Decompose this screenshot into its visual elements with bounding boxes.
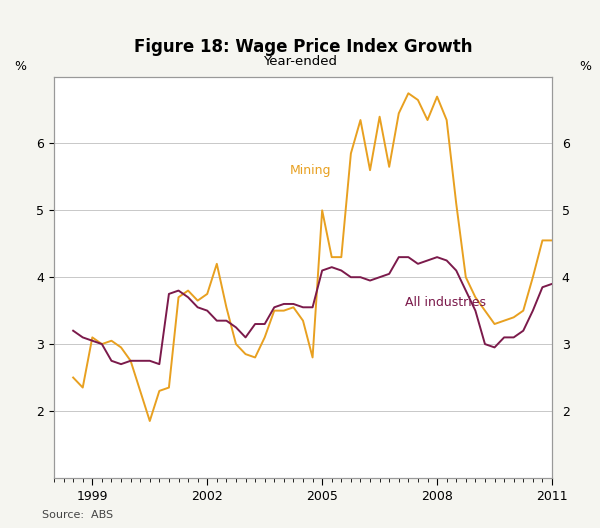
Text: Mining: Mining [290,164,331,177]
Text: All industries: All industries [404,296,485,309]
Text: %: % [14,60,26,72]
Text: Source:  ABS: Source: ABS [42,510,113,520]
Text: %: % [580,60,592,72]
Text: Year-ended: Year-ended [263,55,337,69]
Title: Figure 18: Wage Price Index Growth: Figure 18: Wage Price Index Growth [134,37,472,55]
